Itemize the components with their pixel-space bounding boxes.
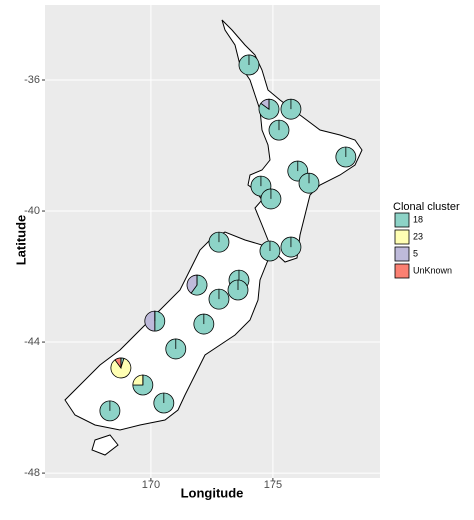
- stewart-island: [91, 434, 119, 456]
- legend-key: [394, 212, 410, 228]
- pie: [186, 274, 208, 296]
- pie: [144, 310, 166, 332]
- pie: [208, 288, 230, 310]
- x-tick-label: 170: [142, 479, 160, 491]
- pie: [259, 240, 281, 262]
- y-tick-label: -36: [24, 74, 40, 86]
- pies: [99, 54, 357, 422]
- pie-slice: [154, 310, 166, 332]
- pie: [280, 98, 302, 120]
- x-tick-label: 175: [264, 479, 282, 491]
- y-axis-title: Latitude: [13, 215, 28, 266]
- y-tick-label: -48: [24, 467, 40, 479]
- pie: [258, 98, 280, 120]
- legend-label: UnKnown: [413, 265, 452, 275]
- legend-title: Clonal cluster: [393, 201, 460, 213]
- y-tick-label: -44: [24, 336, 40, 348]
- pie: [99, 400, 121, 422]
- pie: [132, 374, 154, 396]
- pie: [227, 279, 249, 301]
- pie: [208, 231, 230, 253]
- pie-slice: [132, 374, 154, 396]
- pie: [260, 188, 282, 210]
- legend-label: 18: [413, 214, 423, 224]
- pie-slice: [190, 274, 208, 296]
- pie: [110, 357, 132, 379]
- pie-slice: [144, 310, 156, 332]
- x-axis-title: Longitude: [181, 485, 244, 500]
- pie: [165, 338, 187, 360]
- pie: [268, 119, 290, 141]
- pie: [193, 313, 215, 335]
- legend: 18 23 5 UnKnown: [394, 212, 452, 279]
- legend-key: [394, 246, 410, 262]
- pie-slice: [260, 98, 270, 110]
- legend-key: [394, 263, 410, 279]
- pie: [335, 146, 357, 168]
- pie-slice: [132, 374, 144, 386]
- pie-slice: [186, 274, 198, 294]
- pie: [298, 172, 320, 194]
- pie: [238, 54, 260, 76]
- pie: [153, 392, 175, 414]
- legend-key: [394, 229, 410, 245]
- y-tick-label: -40: [24, 205, 40, 217]
- pie: [280, 236, 302, 258]
- legend-label: 23: [413, 231, 423, 241]
- pie-slice: [114, 357, 122, 370]
- legend-label: 5: [413, 248, 418, 258]
